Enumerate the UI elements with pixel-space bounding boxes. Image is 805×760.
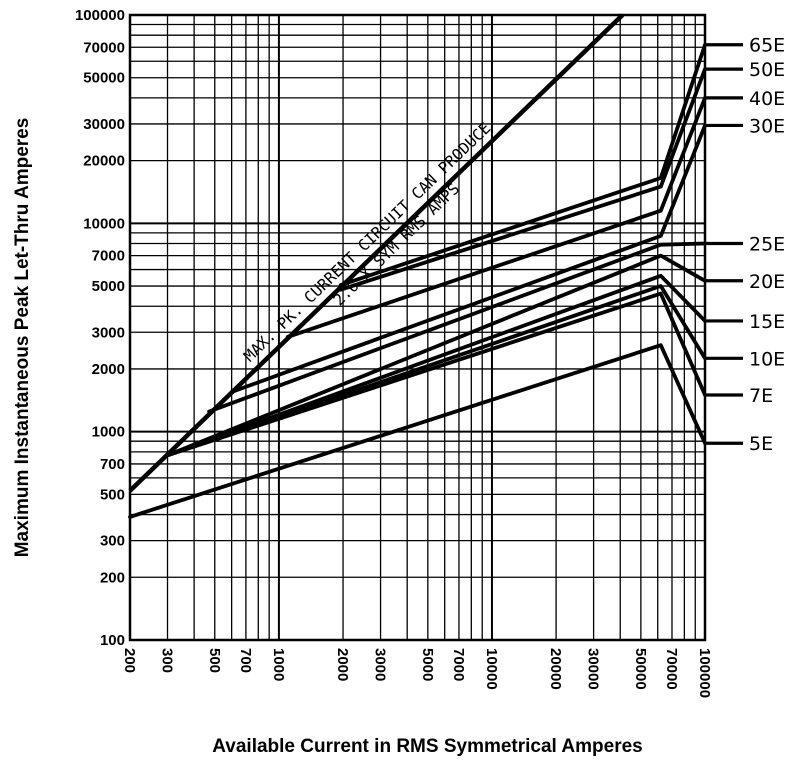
y-tick-label: 2000 [92, 361, 125, 378]
grid-minor [129, 15, 705, 640]
series-label-50e: 50E [749, 59, 785, 81]
x-tick-label: 500 [206, 648, 223, 673]
plot-frame [128, 13, 707, 642]
y-tick-label: 30000 [83, 116, 125, 133]
series-label-15e: 15E [749, 311, 785, 333]
series-label-5e: 5E [749, 433, 773, 455]
series-line-20e [165, 253, 707, 458]
y-tick-labels: 100 200 300 500 700 1000 2000 3000 5000 7000 10000… [75, 7, 125, 649]
series-label-7e: 7E [749, 385, 773, 407]
series-line-65e [338, 42, 707, 288]
max-peak-line-path [128, 13, 625, 493]
series-label-20e: 20E [749, 271, 785, 293]
series-line-25e [207, 241, 707, 414]
x-tick-label: 30000 [585, 648, 602, 690]
y-tick-label: 100000 [75, 7, 125, 24]
series-line-7e [165, 291, 707, 458]
x-tick-label: 100000 [696, 648, 713, 698]
y-tick-label: 3000 [92, 324, 125, 341]
y-axis-title: Maximum Instantaneous Peak Let-Thru Ampe… [12, 118, 33, 558]
x-tick-label: 200 [121, 648, 138, 673]
x-tick-label: 700 [237, 648, 254, 673]
y-tick-label: 50000 [83, 70, 125, 87]
grid-major [130, 15, 705, 641]
y-tick-label: 100 [100, 632, 125, 649]
series-line-50e [338, 67, 707, 292]
series-label-40e: 40E [749, 88, 785, 110]
series-line-30e [229, 123, 707, 394]
y-tick-label: 1000 [92, 424, 125, 441]
x-tick-label: 20000 [547, 648, 564, 690]
x-tick-label: 10000 [483, 648, 500, 690]
x-axis-title: Available Current in RMS Symmetrical Amp… [212, 736, 642, 757]
y-tick-label: 300 [100, 533, 125, 550]
y-tick-label: 700 [100, 456, 125, 473]
series-label-10e: 10E [749, 348, 785, 370]
y-tick-label: 200 [100, 569, 125, 586]
max-peak-line [128, 13, 625, 493]
series-label-30e: 30E [749, 115, 785, 137]
series-line-40e [285, 96, 707, 339]
x-tick-labels: 200 300 500 700 1000 2000 3000 5000 7000 10000 200… [121, 648, 713, 698]
x-tick-label: 2000 [334, 648, 351, 681]
series-line-10e [165, 284, 707, 458]
max-peak-label-line2: 2.6 X SYM RMS AMPS [330, 180, 463, 310]
series-label-65e: 65E [749, 35, 785, 57]
x-tick-label: 70000 [663, 648, 680, 690]
x-tick-label: 300 [159, 648, 176, 673]
x-tick-label: 5000 [419, 648, 436, 681]
y-tick-label: 7000 [92, 248, 125, 265]
y-tick-label: 20000 [83, 153, 125, 170]
series-line-5e [128, 343, 707, 519]
y-tick-label: 70000 [83, 39, 125, 56]
series-label-25e: 25E [749, 234, 785, 256]
y-tick-label: 5000 [92, 278, 125, 295]
x-tick-label: 50000 [632, 648, 649, 690]
x-tick-label: 7000 [450, 648, 467, 681]
series-line-15e [165, 273, 707, 458]
x-tick-label: 3000 [372, 648, 389, 681]
y-tick-label: 500 [100, 486, 125, 503]
series-lines [128, 42, 743, 519]
x-tick-label: 1000 [270, 648, 287, 681]
y-tick-label: 10000 [83, 215, 125, 232]
